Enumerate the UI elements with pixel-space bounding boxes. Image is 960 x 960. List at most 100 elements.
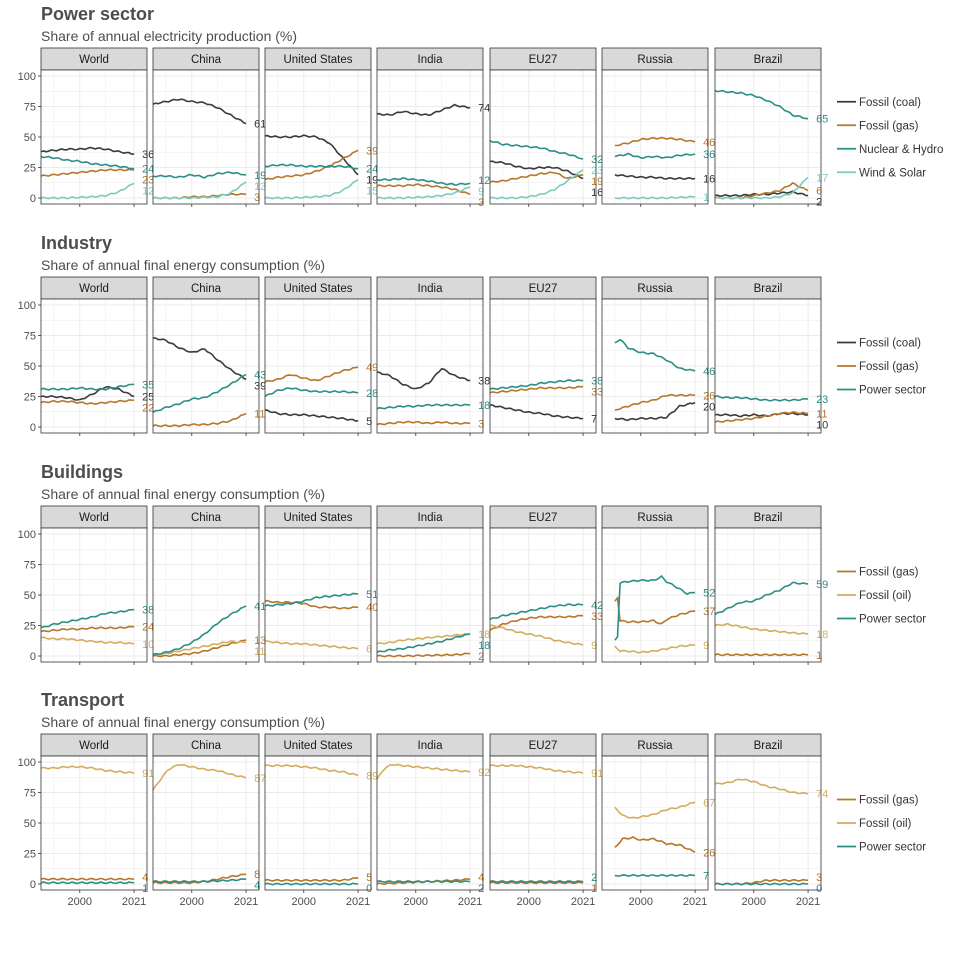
facet-strip-label: India — [418, 54, 444, 66]
data-label-end: 18 — [478, 400, 490, 412]
legend-transport: Fossil (gas) Fossil (oil) Power sector — [837, 795, 926, 854]
data-label-end: 9 — [478, 186, 484, 198]
facet-brazil: Brazil 74 30 2000 2021 — [714, 733, 828, 908]
facet-strip-label: Brazil — [754, 512, 783, 524]
plot-border — [714, 69, 822, 205]
series-line-fossil-gas — [614, 835, 696, 853]
x-tick-label: 2021 — [796, 896, 820, 908]
data-label-end: 8 — [254, 869, 260, 881]
series-line-power-sector — [40, 881, 135, 885]
plot-border — [714, 298, 822, 434]
facet-eu27: EU27 91 21 2000 2021 — [489, 733, 603, 908]
data-label-end: 23 — [591, 165, 603, 177]
y-tick-label: 0 — [30, 651, 36, 663]
data-label-end: 7 — [703, 870, 709, 882]
plot-border — [376, 298, 484, 434]
series-line-power-sector — [489, 603, 584, 621]
y-tick-label: 25 — [24, 163, 36, 175]
data-label-end: 20 — [703, 401, 715, 413]
legend-industry: Fossil (coal) Fossil (gas) Power sector — [837, 338, 926, 397]
data-label-end: 2 — [478, 651, 484, 663]
panel-title: Transport — [41, 690, 124, 710]
facet-strip-label: China — [191, 54, 222, 66]
series-line-fossil-gas — [152, 412, 247, 428]
series-line-wind-solar — [489, 169, 584, 200]
series-line-nuclear-hydro — [40, 155, 135, 170]
series-line-fossil-gas — [714, 411, 809, 423]
panel-subtitle: Share of annual final energy consumption… — [41, 257, 325, 273]
panel-transport: Transport Share of annual final energy co… — [18, 690, 927, 908]
facet-brazil: Brazil 65 17 62 — [714, 47, 828, 209]
series-line-power-sector — [152, 605, 247, 656]
facet-brazil: Brazil 59 18 1 — [714, 505, 828, 665]
series-line-fossil-coal — [152, 337, 247, 381]
legend-label: Power sector — [859, 614, 926, 626]
facet-strip-label: World — [79, 54, 109, 66]
plot-border — [152, 527, 260, 663]
y-tick-label: 100 — [18, 71, 36, 83]
facet-united-states: United States 89 50 2000 2021 — [264, 733, 378, 908]
series-line-fossil-coal — [489, 404, 584, 420]
y-tick-label: 0 — [30, 879, 36, 891]
series-line-fossil-coal — [614, 174, 696, 181]
facet-strip-label: United States — [283, 512, 352, 524]
plot-border — [601, 527, 709, 663]
data-label-end: 17 — [816, 172, 828, 184]
series-line-fossil-gas — [40, 168, 135, 177]
series-line-wind-solar — [714, 176, 809, 200]
plot-border — [264, 298, 372, 434]
data-label-end: 36 — [703, 149, 715, 161]
y-tick-label: 50 — [24, 818, 36, 830]
series-line-power-sector — [376, 403, 471, 410]
plot-border — [376, 527, 484, 663]
facet-strip-label: Russia — [637, 283, 673, 295]
facet-strip-label: World — [79, 740, 109, 752]
series-line-fossil-gas — [614, 393, 696, 411]
data-label-end: 38 — [478, 376, 490, 388]
series-line-fossil-gas — [714, 653, 809, 657]
data-label-end: 0 — [366, 883, 372, 895]
data-label-end: 1 — [816, 650, 822, 662]
plot-border — [489, 527, 597, 663]
facet-russia: Russia 52 37 9 — [601, 505, 715, 665]
data-label-end: 92 — [478, 767, 490, 779]
x-tick-label: 2000 — [68, 896, 92, 908]
legend-label: Fossil (oil) — [859, 590, 912, 602]
data-label-end: 91 — [591, 768, 603, 780]
legend-label: Power sector — [859, 385, 926, 397]
x-tick-label: 2000 — [742, 896, 766, 908]
data-label-end: 12 — [142, 186, 154, 198]
series-line-fossil-oil — [376, 632, 471, 645]
data-label-end: 65 — [816, 114, 828, 126]
data-label-end: 87 — [254, 773, 266, 785]
data-label-end: 9 — [703, 640, 709, 652]
data-label-end: 39 — [254, 381, 266, 393]
y-tick-label: 100 — [18, 757, 36, 769]
data-label-end: 23 — [816, 394, 828, 406]
plot-border — [489, 755, 597, 891]
data-label-end: 40 — [366, 602, 378, 614]
data-label-end: 41 — [254, 601, 266, 613]
legend-label: Power sector — [859, 842, 926, 854]
data-label-end: 35 — [142, 379, 154, 391]
data-label-end: 89 — [366, 770, 378, 782]
facet-strip-label: China — [191, 740, 222, 752]
series-line-fossil-coal — [152, 98, 247, 125]
data-label-end: 5 — [366, 872, 372, 884]
data-label-end: 26 — [703, 847, 715, 859]
x-tick-label: 2021 — [234, 896, 258, 908]
facet-strip-label: EU27 — [529, 512, 558, 524]
series-line-fossil-gas — [40, 877, 135, 881]
series-line-fossil-gas — [489, 881, 584, 885]
data-label-end: 11 — [254, 646, 265, 658]
